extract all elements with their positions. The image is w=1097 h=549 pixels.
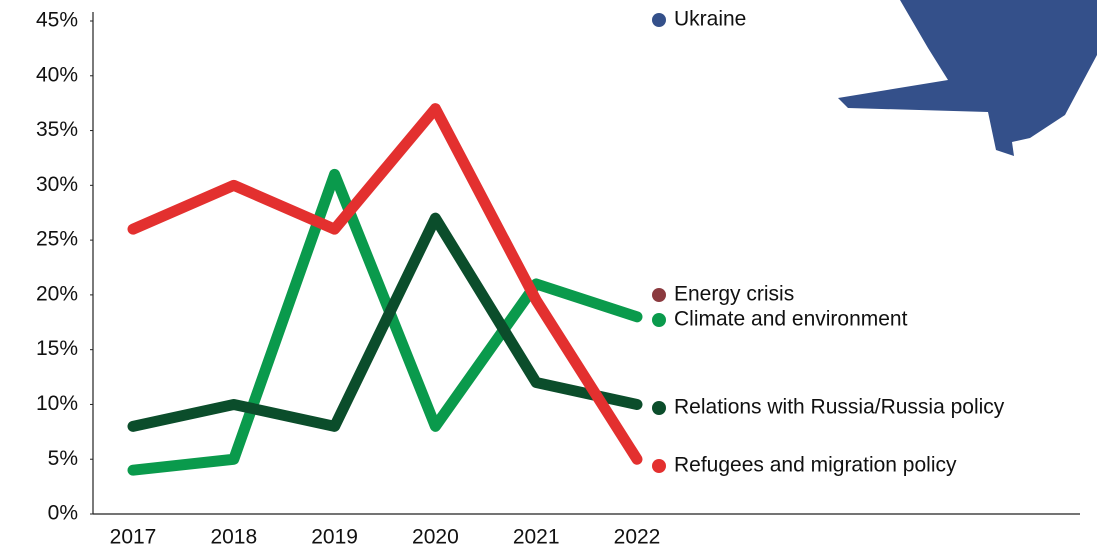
legend-marker [652, 313, 666, 327]
y-tick-label: 25% [36, 228, 78, 251]
x-tick-label: 2021 [513, 526, 560, 549]
series-line [127, 103, 643, 465]
x-tick-label: 2022 [614, 526, 661, 549]
y-tick-label: 40% [36, 63, 78, 86]
x-tick-label: 2018 [210, 526, 257, 549]
y-tick-label: 10% [36, 392, 78, 415]
legend-marker [652, 459, 666, 473]
legend-label: Energy crisis [674, 283, 794, 306]
legend-label: Refugees and migration policy [674, 454, 957, 477]
legend-label: Climate and environment [674, 308, 908, 331]
x-tick-label: 2019 [311, 526, 358, 549]
y-tick-label: 35% [36, 118, 78, 141]
y-tick-label: 30% [36, 173, 78, 196]
y-tick-label: 0% [48, 502, 78, 525]
dove-decoration [838, 0, 1097, 156]
y-tick-label: 5% [48, 447, 78, 470]
y-tick-label: 45% [36, 9, 78, 32]
x-tick-label: 2020 [412, 526, 459, 549]
legend-label: Ukraine [674, 8, 746, 31]
series-line [127, 168, 643, 476]
y-tick-label: 20% [36, 282, 78, 305]
series-line [127, 212, 643, 432]
y-tick-label: 15% [36, 337, 78, 360]
legend-marker [652, 401, 666, 415]
x-tick-label: 2017 [110, 526, 157, 549]
legend-marker [652, 13, 666, 27]
legend-label: Relations with Russia/Russia policy [674, 396, 1005, 419]
legend-marker [652, 288, 666, 302]
